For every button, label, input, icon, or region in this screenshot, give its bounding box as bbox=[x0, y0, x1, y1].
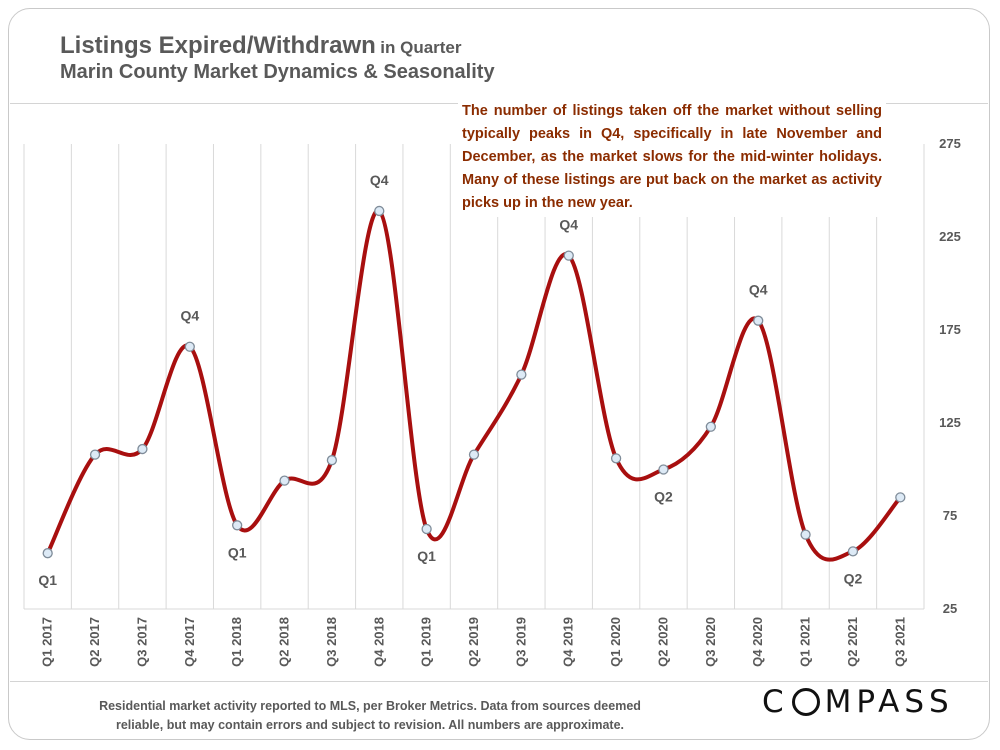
point-label: Q1 bbox=[417, 548, 436, 564]
point-label: Q4 bbox=[180, 308, 199, 324]
data-point bbox=[137, 443, 148, 455]
annotation-text: The number of listings taken off the mar… bbox=[458, 98, 886, 217]
title-suffix: in Quarter bbox=[380, 38, 462, 57]
data-point bbox=[468, 449, 480, 460]
data-point bbox=[42, 548, 53, 559]
footnote-line-2: reliable, but may contain errors and sub… bbox=[115, 718, 624, 732]
footnote-line-1: Residential market activity reported to … bbox=[99, 699, 641, 713]
y-tick-label: 25 bbox=[943, 601, 957, 616]
y-tick-label: 275 bbox=[939, 136, 961, 151]
y-tick-label: 225 bbox=[939, 229, 961, 244]
x-tick-label: Q2 2019 bbox=[466, 617, 481, 667]
point-label: Q4 bbox=[559, 217, 578, 233]
x-tick-label: Q3 2019 bbox=[513, 617, 528, 667]
chart-title: Listings Expired/Withdrawn in Quarter bbox=[60, 32, 462, 60]
series-line bbox=[45, 208, 902, 562]
x-tick-label: Q2 2018 bbox=[277, 617, 292, 667]
x-tick-label: Q3 2020 bbox=[703, 617, 718, 667]
data-point bbox=[753, 315, 764, 326]
marker-layer bbox=[42, 205, 906, 559]
point-label: Q1 bbox=[228, 544, 247, 560]
x-tick-label: Q4 2019 bbox=[561, 617, 576, 667]
point-label: Q1 bbox=[38, 572, 57, 588]
x-tick-label: Q1 2019 bbox=[419, 617, 434, 667]
y-tick-label: 75 bbox=[943, 508, 957, 523]
data-point bbox=[895, 492, 906, 503]
data-point bbox=[232, 520, 243, 531]
data-point bbox=[421, 523, 432, 535]
x-tick-label: Q3 2017 bbox=[134, 617, 149, 667]
y-axis: 25 75 125 175 225 275 bbox=[939, 136, 961, 616]
x-tick-label: Q2 2021 bbox=[845, 617, 860, 667]
x-tick-label: Q4 2020 bbox=[750, 617, 765, 667]
series-layer bbox=[45, 208, 902, 562]
x-tick-label: Q4 2017 bbox=[182, 617, 197, 667]
point-label: Q2 bbox=[844, 570, 863, 586]
data-point bbox=[610, 453, 622, 464]
x-tick-label: Q1 2017 bbox=[40, 617, 55, 667]
data-point bbox=[658, 464, 669, 475]
data-point bbox=[89, 449, 101, 460]
x-tick-label: Q3 2018 bbox=[324, 617, 339, 667]
logo-text-end: MPASS bbox=[824, 684, 954, 720]
logo-o-ring bbox=[791, 688, 820, 716]
point-label: Q4 bbox=[749, 282, 768, 298]
data-point bbox=[374, 205, 385, 217]
data-point bbox=[184, 341, 195, 352]
point-label-layer: Q1 Q4 Q1 Q4 Q1 Q4 Q2 Q4 Q2 bbox=[38, 172, 862, 588]
x-tick-label: Q1 2021 bbox=[798, 617, 813, 667]
data-point bbox=[847, 546, 859, 557]
title-main: Listings Expired/Withdrawn bbox=[60, 32, 376, 59]
footer-divider bbox=[10, 681, 988, 682]
compass-logo: C MPASS bbox=[762, 684, 954, 720]
data-point bbox=[279, 475, 290, 486]
x-tick-label: Q4 2018 bbox=[371, 617, 386, 667]
data-point bbox=[563, 250, 574, 261]
footnote: Residential market activity reported to … bbox=[70, 697, 670, 735]
x-tick-label: Q3 2021 bbox=[892, 617, 907, 667]
grid-layer bbox=[23, 144, 925, 610]
x-tick-label: Q2 2017 bbox=[87, 617, 102, 667]
x-tick-label: Q2 2020 bbox=[655, 617, 670, 667]
y-tick-label: 125 bbox=[939, 415, 961, 430]
x-tick-label: Q1 2020 bbox=[608, 617, 623, 667]
data-point bbox=[516, 369, 527, 380]
x-tick-label: Q1 2018 bbox=[229, 617, 244, 667]
x-axis: Q1 2017 Q2 2017 Q3 2017 Q4 2017 Q1 2018 Q2 20… bbox=[40, 617, 908, 667]
logo-text-start: C bbox=[762, 684, 789, 720]
point-label: Q2 bbox=[654, 489, 673, 505]
point-label: Q4 bbox=[370, 172, 389, 188]
chart-subtitle: Marin County Market Dynamics & Seasonali… bbox=[60, 61, 495, 83]
data-point bbox=[800, 529, 811, 540]
y-tick-label: 175 bbox=[939, 322, 961, 337]
data-point bbox=[326, 455, 338, 466]
data-point bbox=[705, 421, 716, 432]
